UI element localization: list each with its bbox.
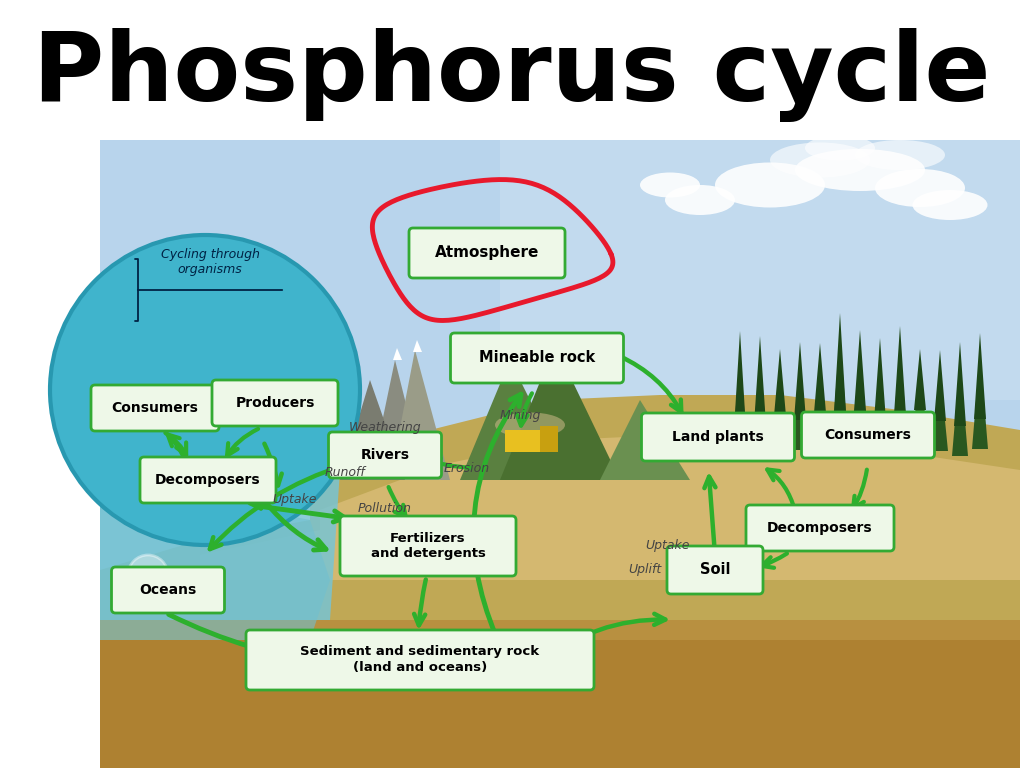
Bar [540,426,558,452]
Polygon shape [100,415,250,500]
Text: Decomposers: Decomposers [156,473,261,487]
Polygon shape [732,351,748,459]
Text: Decomposers: Decomposers [767,521,872,535]
Ellipse shape [640,173,700,197]
Text: Cycling through
organisms: Cycling through organisms [161,248,259,276]
Text: Mining: Mining [500,409,541,422]
Polygon shape [600,400,690,480]
Polygon shape [794,342,806,420]
FancyBboxPatch shape [451,333,624,383]
Polygon shape [100,420,340,620]
Polygon shape [894,326,906,415]
Polygon shape [874,338,886,421]
Polygon shape [812,363,828,443]
Text: Mineable rock: Mineable rock [479,350,595,366]
FancyBboxPatch shape [340,516,516,576]
Text: Sediment and sedimentary rock
(land and oceans): Sediment and sedimentary rock (land and … [300,645,540,674]
FancyBboxPatch shape [91,385,219,431]
FancyBboxPatch shape [641,413,795,461]
FancyBboxPatch shape [246,630,594,690]
Polygon shape [340,380,406,480]
Text: Consumers: Consumers [824,428,911,442]
Text: Uplift: Uplift [629,564,662,577]
Polygon shape [500,345,620,480]
Polygon shape [974,333,986,419]
Text: Phosphorus cycle: Phosphorus cycle [33,28,991,122]
Polygon shape [393,348,402,360]
Polygon shape [734,331,746,429]
Circle shape [128,555,168,595]
Polygon shape [831,333,848,442]
Text: Erosion: Erosion [444,462,490,475]
Polygon shape [954,342,966,426]
Polygon shape [834,313,846,412]
Polygon shape [754,336,766,424]
Polygon shape [460,360,570,480]
Text: Soil: Soil [699,562,730,578]
Polygon shape [972,353,988,449]
Text: Weathering: Weathering [349,422,421,435]
Text: Rivers: Rivers [360,448,410,462]
Text: Fertilizers
and detergents: Fertilizers and detergents [371,531,485,561]
FancyBboxPatch shape [329,432,441,478]
Ellipse shape [795,149,925,191]
Polygon shape [932,370,948,451]
Polygon shape [792,362,808,450]
Polygon shape [390,350,450,480]
Ellipse shape [770,143,870,177]
Bar [505,430,545,452]
Text: Runoff: Runoff [325,465,366,478]
Ellipse shape [715,163,825,207]
Ellipse shape [665,185,735,215]
Text: Uptake: Uptake [646,538,690,551]
Bar [100,140,1020,510]
Polygon shape [752,356,768,454]
FancyBboxPatch shape [140,457,276,503]
Text: Uptake: Uptake [272,494,317,507]
Polygon shape [852,350,868,441]
Polygon shape [934,350,946,421]
Polygon shape [814,343,826,413]
Polygon shape [854,330,866,411]
Text: Producers: Producers [236,396,314,410]
FancyBboxPatch shape [212,380,338,426]
Text: Oceans: Oceans [139,583,197,597]
Polygon shape [200,435,1020,580]
Text: Land plants: Land plants [672,430,764,444]
Ellipse shape [874,169,965,207]
Ellipse shape [495,412,565,438]
Polygon shape [772,369,788,446]
Text: Pollution: Pollution [358,502,412,515]
Text: Consumers: Consumers [112,401,199,415]
Polygon shape [370,360,425,480]
Polygon shape [892,346,908,445]
FancyBboxPatch shape [667,546,763,594]
Polygon shape [508,348,518,365]
Polygon shape [413,340,422,352]
FancyBboxPatch shape [112,567,224,613]
FancyBboxPatch shape [802,412,935,458]
Polygon shape [100,395,1020,620]
FancyBboxPatch shape [409,228,565,278]
Polygon shape [952,362,968,456]
Polygon shape [100,500,330,640]
Circle shape [50,235,360,545]
Text: Atmosphere: Atmosphere [435,246,540,260]
Polygon shape [500,140,1020,400]
Polygon shape [774,349,786,416]
Polygon shape [100,620,1020,768]
Ellipse shape [855,140,945,170]
Ellipse shape [805,135,874,161]
Ellipse shape [912,190,987,220]
FancyBboxPatch shape [746,505,894,551]
Polygon shape [914,349,926,410]
Polygon shape [872,358,888,451]
Polygon shape [912,369,928,440]
Polygon shape [100,640,1020,768]
